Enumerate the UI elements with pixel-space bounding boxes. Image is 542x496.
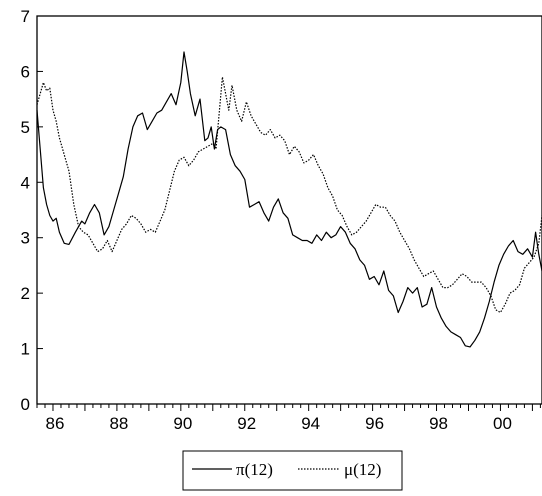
y-tick-label: 5 bbox=[21, 118, 30, 137]
y-tick-label: 0 bbox=[21, 395, 30, 414]
y-tick-label: 3 bbox=[21, 229, 30, 248]
series-pi-line bbox=[36, 51, 542, 348]
legend-box bbox=[182, 450, 403, 491]
y-tick-label: 2 bbox=[21, 284, 30, 303]
plot-area bbox=[36, 51, 542, 348]
x-tick-label: 90 bbox=[173, 414, 192, 433]
legend-label-mu: μ(12) bbox=[344, 460, 381, 479]
x-tick-label: 88 bbox=[109, 414, 128, 433]
x-axis: 86 88 90 92 94 96 98 00 bbox=[36, 404, 541, 433]
y-tick-label: 1 bbox=[21, 340, 30, 359]
y-axis: 0 1 2 3 4 5 6 7 bbox=[21, 7, 43, 414]
series-mu-line bbox=[36, 76, 542, 314]
y-tick-label: 7 bbox=[21, 7, 30, 26]
x-tick-label: 98 bbox=[429, 414, 448, 433]
x-tick-label: 96 bbox=[365, 414, 384, 433]
x-tick-label: 00 bbox=[493, 414, 512, 433]
x-tick-label: 86 bbox=[46, 414, 65, 433]
y-tick-label: 4 bbox=[21, 173, 30, 192]
x-tick-label: 92 bbox=[237, 414, 256, 433]
legend-label-pi: π(12) bbox=[236, 460, 273, 479]
y-tick-label: 6 bbox=[21, 62, 30, 81]
legend: π(12) μ(12) bbox=[182, 450, 403, 491]
x-tick-label: 94 bbox=[301, 414, 320, 433]
plot-frame bbox=[36, 15, 542, 405]
